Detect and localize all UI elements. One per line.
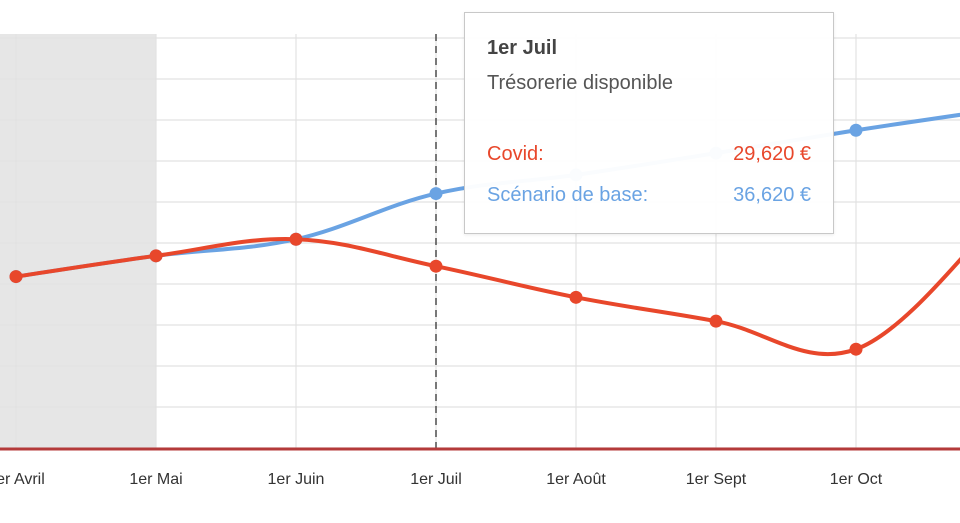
tooltip-value-base: 36,620 € [733,184,811,206]
x-tick-label: 1er Août [546,471,606,488]
point-covid-0 [9,270,23,284]
tooltip-label-covid: Covid: [487,143,544,165]
series-line-covid [15,237,960,356]
x-tick-label: 1er Sept [686,471,747,488]
tooltip-label-base: Scénario de base: [487,184,649,206]
point-base-6 [849,123,863,137]
point-covid-5 [709,314,723,328]
tooltip-value-covid: 29,620 € [733,143,811,165]
point-covid-3 [429,259,443,273]
x-tick-label: 1er Avril [0,471,45,488]
point-covid-2 [289,232,303,246]
point-covid-4 [569,290,583,304]
x-tick-label: 1er Oct [830,471,883,488]
tooltip-row-base: Scénario de base: 36,620 € [487,184,811,207]
past-period-shade [0,34,156,449]
tooltip-subtitle: Trésorerie disponible [487,72,674,94]
tooltip-row-covid: Covid: 29,620 € [487,143,811,166]
tooltip-title: 1er Juil [487,37,558,59]
point-base-3 [429,187,443,201]
point-covid-6 [849,342,863,356]
x-tick-label: 1er Mai [129,471,182,488]
tooltip: 1er Juil Trésorerie disponible Covid: 29… [464,12,834,234]
x-tick-label: 1er Juin [268,471,325,488]
x-tick-label: 1er Juil [410,471,462,488]
point-covid-1 [149,249,163,263]
